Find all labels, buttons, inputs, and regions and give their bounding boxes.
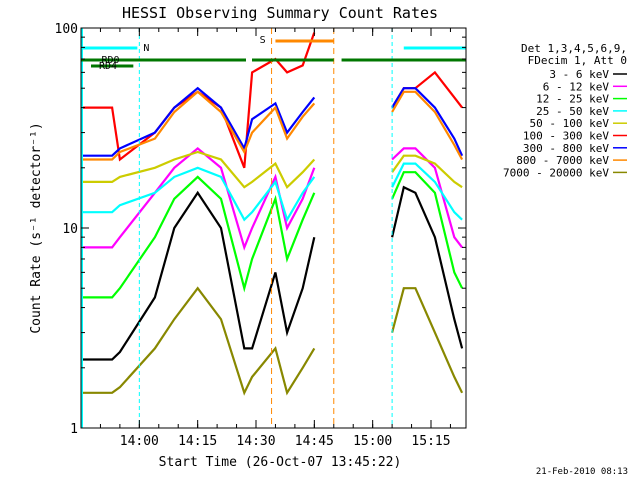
series-line-1-1 <box>391 147 463 249</box>
legend-label-7: 800 - 7000 keV <box>516 154 609 167</box>
saa-flag-label: N <box>143 43 149 54</box>
y-tick-label-0: 1 <box>70 422 78 437</box>
legend-label-0: 3 - 6 keV <box>549 68 609 81</box>
legend-label-2: 12 - 25 keV <box>536 93 609 106</box>
legend-label-5: 100 - 300 keV <box>523 130 609 143</box>
legend-label-1: 6 - 12 keV <box>543 80 610 93</box>
legend-title-0: Det 1,3,4,5,6,9, <box>521 42 627 55</box>
series-line-4-0 <box>81 150 316 190</box>
rd4-flag-label: RD4 <box>99 61 117 72</box>
legend-label-8: 7000 - 20000 keV <box>503 166 609 179</box>
y-tick-label-2: 100 <box>55 22 78 37</box>
series-line-6-1 <box>391 87 464 157</box>
series-line-8-0 <box>81 286 316 396</box>
series-line-6-0 <box>81 86 316 157</box>
y-axis-label: Count Rate (s⁻¹ detector⁻¹) <box>29 122 44 333</box>
x-tick-label-5: 15:15 <box>411 434 450 449</box>
chart-title: HESSI Observing Summary Count Rates <box>122 4 438 22</box>
series-line-2-1 <box>391 171 464 289</box>
x-tick-label-2: 14:30 <box>236 434 275 449</box>
y-tick-label-1: 10 <box>62 222 78 237</box>
series-line-2-0 <box>81 175 316 299</box>
series-line-4-1 <box>391 154 463 189</box>
legend-title-1: FDecim 1, Att 0 <box>528 54 627 67</box>
legend: Det 1,3,4,5,6,9,FDecim 1, Att 03 - 6 keV… <box>503 42 627 179</box>
x-tick-label-3: 14:45 <box>295 434 334 449</box>
axis-layer: 14:00 14:15 14:30 14:45 15:00 15:15 1 10 100 <box>55 22 466 449</box>
x-axis-label: Start Time (26-Oct-07 13:45:22) <box>159 455 402 470</box>
flare-flag-label: S <box>260 35 266 46</box>
x-tick-label-4: 15:00 <box>353 434 392 449</box>
series-line-0-0 <box>81 190 316 361</box>
series-line-7-0 <box>81 90 316 161</box>
rd0-flag-label: RD0 <box>101 55 119 66</box>
series-line-0-1 <box>391 185 464 349</box>
series-line-3-0 <box>81 166 316 223</box>
x-tick-label-1: 14:15 <box>178 434 217 449</box>
series-layer <box>81 32 464 396</box>
series-line-8-1 <box>391 287 464 394</box>
series-line-7-1 <box>391 90 464 161</box>
series-line-3-1 <box>391 162 463 221</box>
series-line-1-0 <box>81 146 316 251</box>
legend-label-6: 300 - 800 keV <box>523 142 609 155</box>
x-tick-label-0: 14:00 <box>120 434 159 449</box>
legend-label-3: 25 - 50 keV <box>536 105 609 118</box>
legend-label-4: 50 - 100 keV <box>530 117 610 130</box>
footer-date: 21-Feb-2010 08:13 <box>536 467 628 477</box>
